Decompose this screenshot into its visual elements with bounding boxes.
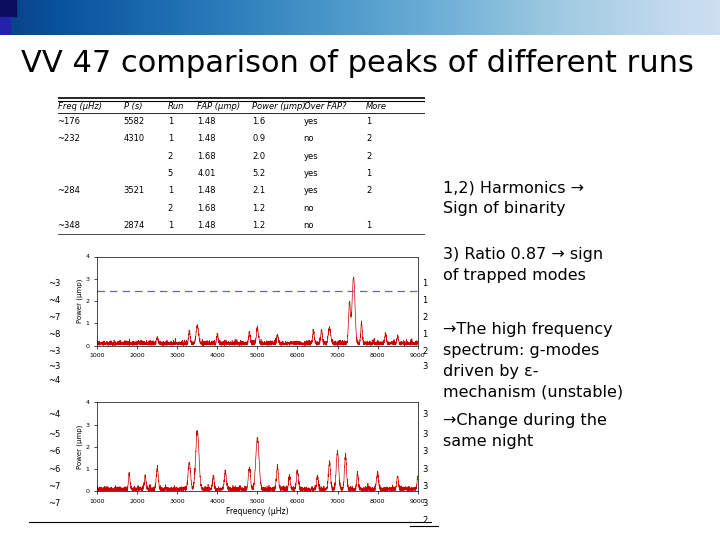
Text: ~7: ~7 (48, 499, 60, 508)
Text: 2: 2 (168, 152, 173, 161)
Text: 1.68: 1.68 (197, 152, 216, 161)
Text: More: More (366, 102, 387, 111)
Bar (0, 17, 10, 35)
Y-axis label: Power (μmp): Power (μmp) (76, 424, 83, 469)
Text: ~4: ~4 (48, 376, 60, 385)
Text: VV 47 comparison of peaks of different runs: VV 47 comparison of peaks of different r… (21, 49, 694, 78)
Text: no: no (304, 221, 314, 230)
Text: 3: 3 (422, 362, 428, 370)
Text: 3: 3 (422, 448, 428, 456)
Text: 1.6: 1.6 (252, 117, 266, 126)
Text: 1.68: 1.68 (197, 204, 216, 213)
Text: 3: 3 (422, 410, 428, 419)
Text: 1.2: 1.2 (252, 204, 266, 213)
Text: 1.2: 1.2 (252, 221, 266, 230)
Text: 2: 2 (422, 516, 428, 525)
Text: yes: yes (304, 152, 318, 161)
Text: 2874: 2874 (124, 221, 145, 230)
Text: yes: yes (304, 117, 318, 126)
X-axis label: Frequency (μHz): Frequency (μHz) (226, 507, 289, 516)
Text: 1.48: 1.48 (197, 134, 215, 143)
Text: ~176: ~176 (58, 117, 81, 126)
Text: no: no (304, 134, 314, 143)
Text: 1: 1 (168, 134, 173, 143)
Text: ~4: ~4 (48, 410, 60, 419)
Text: 2: 2 (422, 347, 428, 356)
Text: Power (μmp): Power (μmp) (252, 102, 306, 111)
Text: 2: 2 (366, 134, 372, 143)
Text: Over FAP?: Over FAP? (304, 102, 346, 111)
Text: 1: 1 (366, 221, 372, 230)
Text: ~6: ~6 (48, 464, 60, 474)
Text: 2: 2 (422, 313, 428, 322)
Text: 3521: 3521 (124, 186, 145, 195)
Text: 1: 1 (422, 296, 428, 305)
Text: Run: Run (168, 102, 184, 111)
Text: 2.0: 2.0 (252, 152, 266, 161)
Text: ~348: ~348 (58, 221, 81, 230)
Text: yes: yes (304, 169, 318, 178)
Text: 2.1: 2.1 (252, 186, 266, 195)
Text: →The high frequency
spectrum: g-modes
driven by ε-
mechanism (unstable): →The high frequency spectrum: g-modes dr… (443, 322, 623, 400)
Text: ~6: ~6 (48, 448, 60, 456)
Text: 5.2: 5.2 (252, 169, 266, 178)
Text: 1.48: 1.48 (197, 186, 215, 195)
Text: 4310: 4310 (124, 134, 145, 143)
Text: FAP (μmp): FAP (μmp) (197, 102, 240, 111)
Text: 3) Ratio 0.87 → sign
of trapped modes: 3) Ratio 0.87 → sign of trapped modes (443, 247, 603, 283)
Text: P (s): P (s) (124, 102, 142, 111)
Text: 1: 1 (168, 117, 173, 126)
Text: 3: 3 (422, 464, 428, 474)
Text: 5: 5 (168, 169, 173, 178)
Text: ~7: ~7 (48, 482, 60, 491)
Text: 1.48: 1.48 (197, 221, 215, 230)
Text: ~7: ~7 (48, 313, 60, 322)
Text: 1: 1 (422, 330, 428, 339)
Text: 1: 1 (422, 279, 428, 288)
Text: 1: 1 (366, 117, 372, 126)
Bar (0, 0, 16, 16)
Text: 0.9: 0.9 (252, 134, 266, 143)
Text: 3: 3 (422, 499, 428, 508)
Text: ~4: ~4 (48, 296, 60, 305)
Text: 1: 1 (168, 221, 173, 230)
Text: ~3: ~3 (48, 279, 60, 288)
Text: 2: 2 (168, 204, 173, 213)
Text: 1.48: 1.48 (197, 117, 215, 126)
Text: ~3: ~3 (48, 347, 60, 356)
Text: 4.01: 4.01 (197, 169, 215, 178)
Text: ~232: ~232 (58, 134, 81, 143)
Text: 2: 2 (366, 186, 372, 195)
Y-axis label: Power (μmp): Power (μmp) (76, 279, 83, 323)
Text: 3: 3 (422, 482, 428, 491)
Text: 1,2) Harmonics →
Sign of binarity: 1,2) Harmonics → Sign of binarity (443, 180, 584, 217)
Text: 1: 1 (168, 186, 173, 195)
Text: 1: 1 (366, 169, 372, 178)
Text: ~8: ~8 (48, 330, 60, 339)
Text: ~5: ~5 (48, 430, 60, 439)
Text: 5582: 5582 (124, 117, 145, 126)
Text: 3: 3 (422, 430, 428, 439)
Text: yes: yes (304, 186, 318, 195)
Text: Freq (μHz): Freq (μHz) (58, 102, 102, 111)
Text: ~284: ~284 (58, 186, 81, 195)
Text: 2: 2 (366, 152, 372, 161)
Text: →Change during the
same night: →Change during the same night (443, 413, 607, 449)
Text: no: no (304, 204, 314, 213)
Text: ~3: ~3 (48, 362, 60, 370)
